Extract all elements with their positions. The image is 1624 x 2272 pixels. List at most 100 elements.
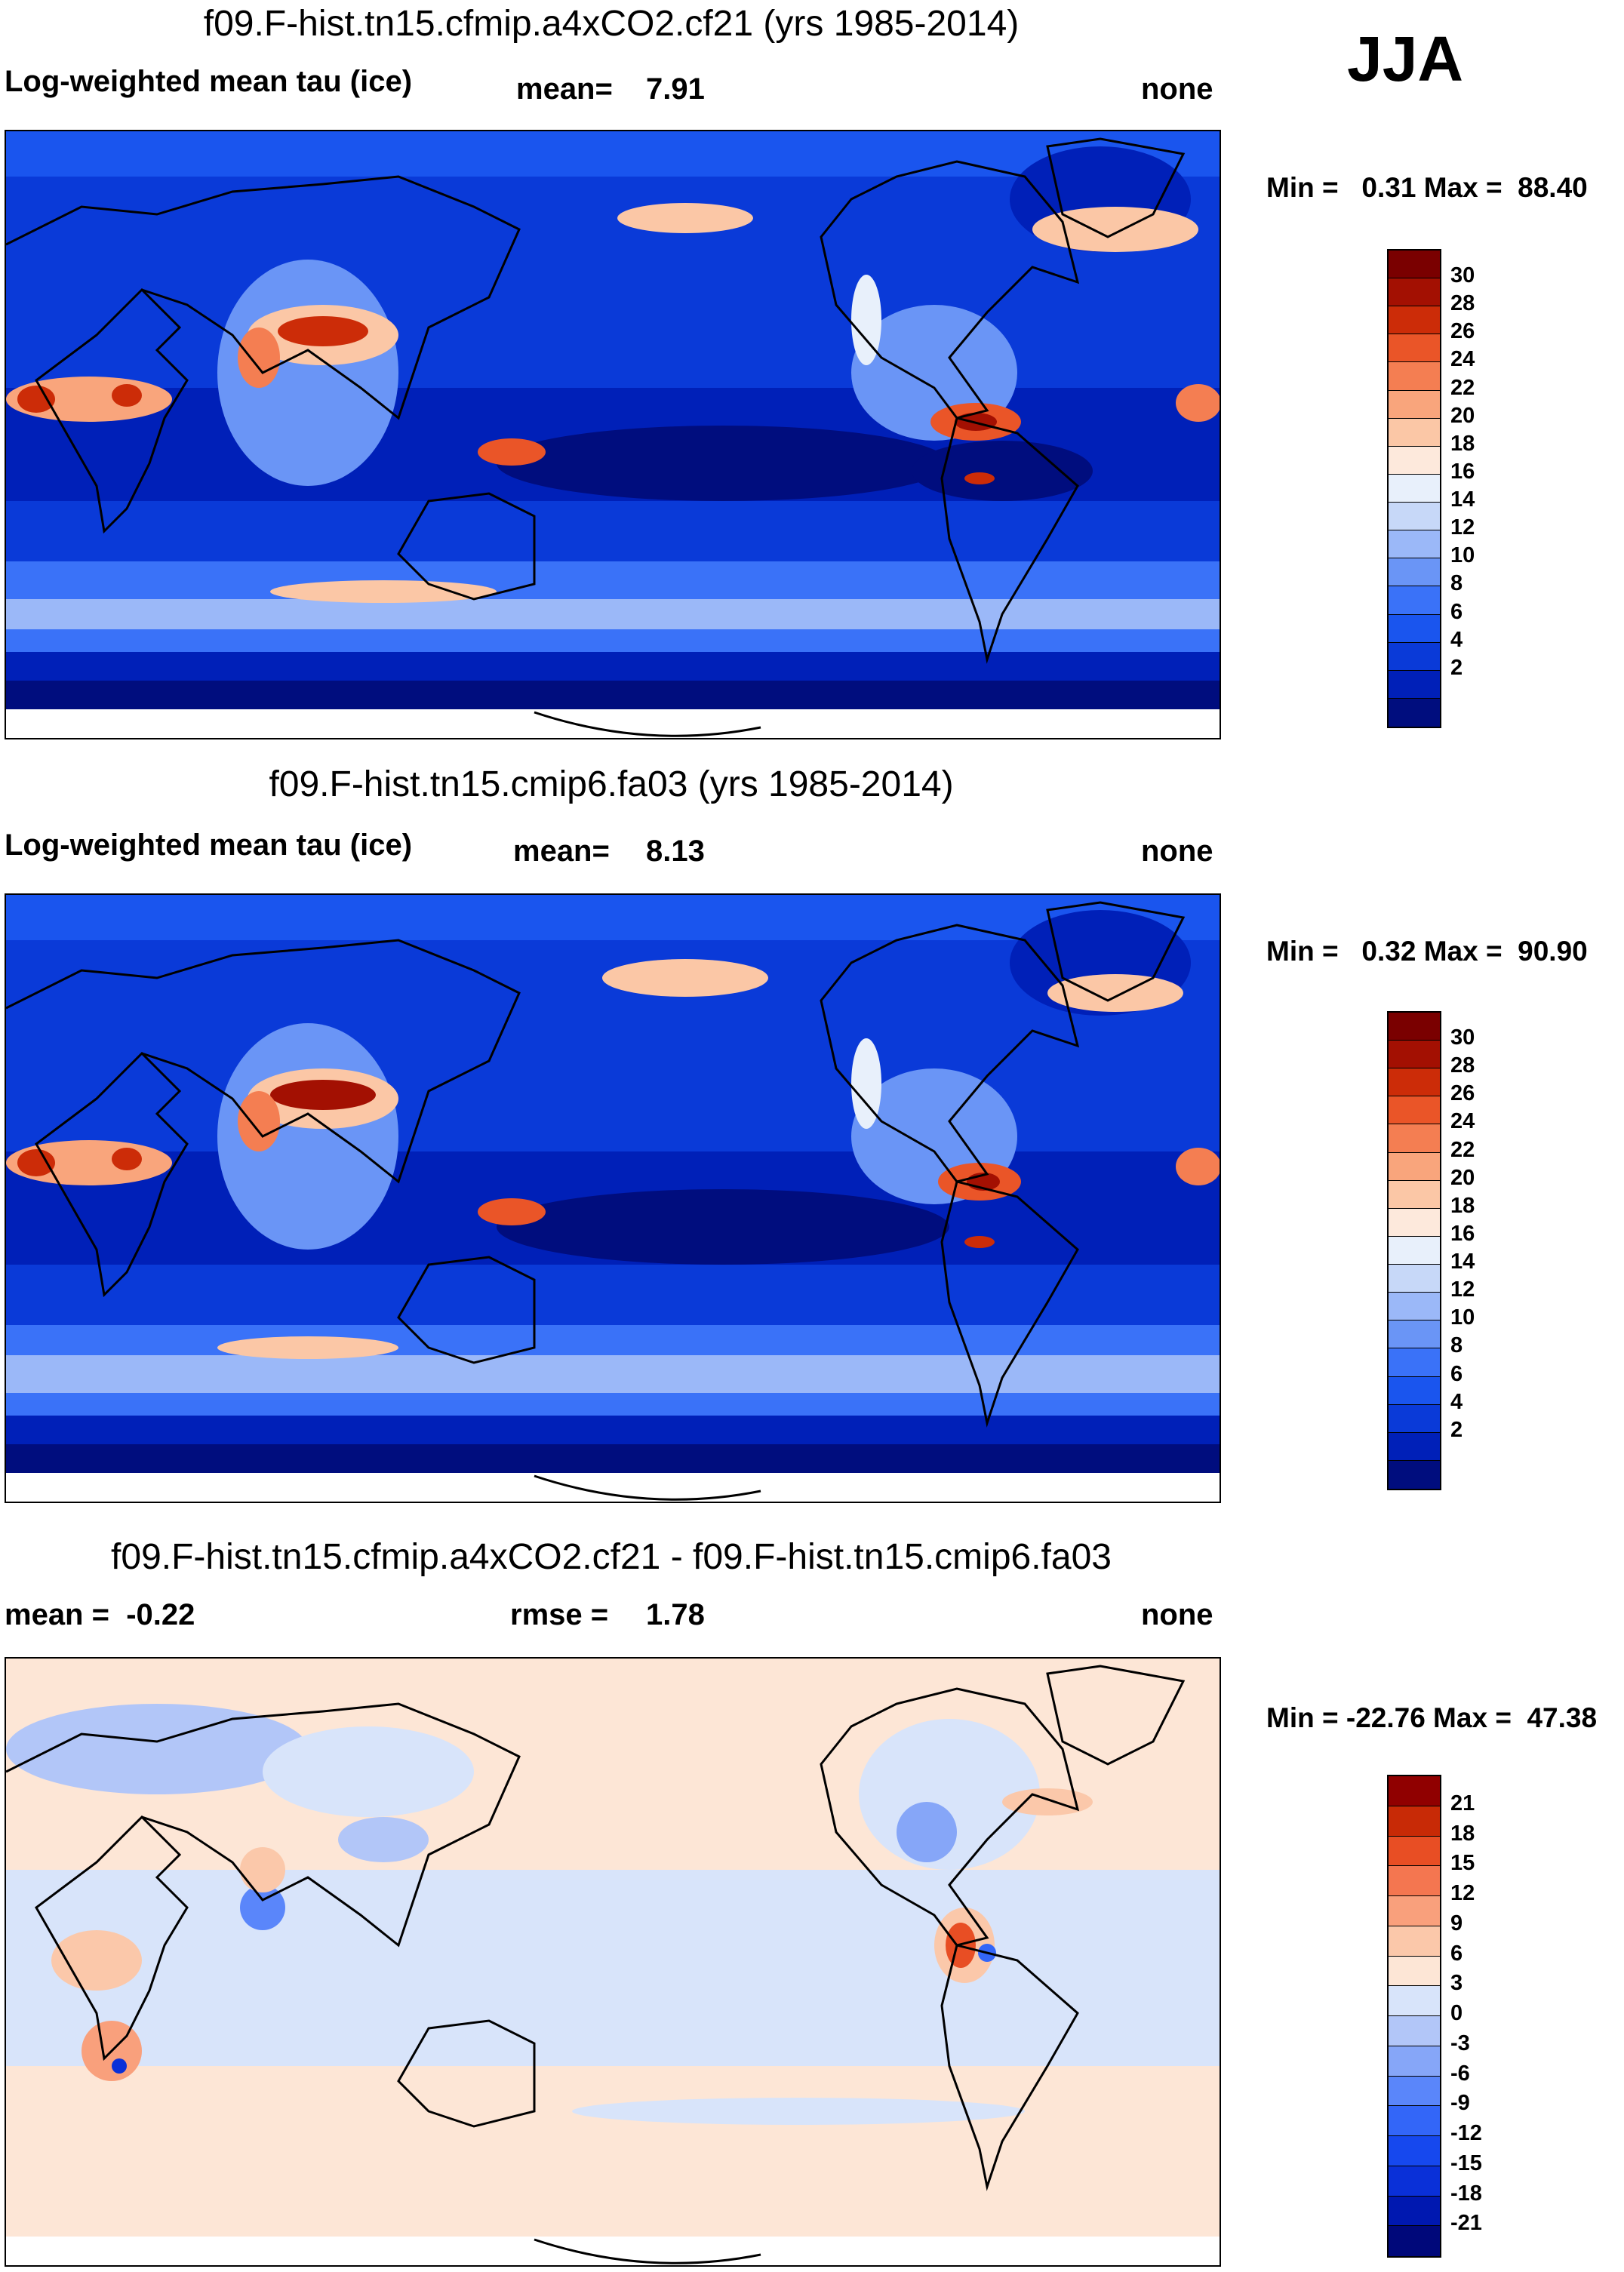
season-label: JJA — [1347, 23, 1464, 94]
panel1-colorbar-swatch — [1389, 390, 1440, 419]
panel3-colorbar-swatch — [1389, 1956, 1440, 1987]
colorbar-tick-label: 3 — [1450, 1971, 1463, 1996]
panel1-mean-value: 7.91 — [646, 72, 705, 106]
panel3-colorbar-swatch — [1389, 2016, 1440, 2046]
colorbar-tick-label: -18 — [1450, 2181, 1482, 2206]
panel2-colorbar-swatch — [1389, 1320, 1440, 1349]
colorbar-tick-label: 8 — [1450, 571, 1463, 596]
panel1-units-label: none — [1141, 72, 1213, 106]
panel3-rmse-value: 1.78 — [646, 1598, 705, 1631]
panel3-colorbar-swatch — [1389, 1776, 1440, 1806]
colorbar-tick-label: 30 — [1450, 263, 1475, 288]
colorbar-tick-label: 14 — [1450, 1250, 1475, 1274]
colorbar-tick-label: 28 — [1450, 291, 1475, 316]
panel1-colorbar-swatch — [1389, 306, 1440, 335]
panel2-mean-value: 8.13 — [646, 835, 705, 868]
panel1-min-max: Min = 0.31 Max = 88.40 — [1266, 172, 1588, 203]
panel2-colorbar-swatch — [1389, 1432, 1440, 1461]
colorbar-tick-label: 6 — [1450, 1361, 1463, 1386]
panel2-map — [5, 893, 1221, 1503]
panel2-colorbar-swatch — [1389, 1404, 1440, 1433]
panel3-colorbar-swatch — [1389, 1806, 1440, 1837]
colorbar-tick-label: -6 — [1450, 2061, 1470, 2086]
panel2-colorbar-swatch — [1389, 1041, 1440, 1069]
panel1-colorbar-swatch — [1389, 474, 1440, 503]
panel2-units-label: none — [1141, 835, 1213, 868]
panel3-units-label: none — [1141, 1598, 1213, 1631]
panel1-colorbar — [1387, 249, 1441, 728]
panel2-min-max: Min = 0.32 Max = 90.90 — [1266, 936, 1588, 967]
colorbar-tick-label: 16 — [1450, 459, 1475, 484]
colorbar-tick-label: 24 — [1450, 347, 1475, 372]
colorbar-tick-label: 6 — [1450, 1941, 1463, 1966]
colorbar-tick-label: 2 — [1450, 1417, 1463, 1442]
colorbar-tick-label: 10 — [1450, 1305, 1475, 1330]
panel2-title: f09.F-hist.tn15.cmip6.fa03 (yrs 1985-201… — [269, 764, 954, 804]
panel3-title: f09.F-hist.tn15.cfmip.a4xCO2.cf21 - f09.… — [111, 1537, 1112, 1577]
colorbar-tick-label: 12 — [1450, 515, 1475, 540]
panel1-colorbar-swatch — [1389, 586, 1440, 615]
colorbar-tick-label: 21 — [1450, 1791, 1475, 1815]
colorbar-tick-label: 20 — [1450, 1165, 1475, 1190]
panel2-colorbar-swatch — [1389, 1068, 1440, 1097]
panel3-min-max: Min = -22.76 Max = 47.38 — [1266, 1702, 1598, 1733]
panel3-map — [5, 1657, 1221, 2267]
panel1-colorbar-swatch — [1389, 446, 1440, 475]
colorbar-tick-label: 15 — [1450, 1851, 1475, 1876]
colorbar-tick-label: 16 — [1450, 1221, 1475, 1246]
panel3-colorbar-swatch — [1389, 2076, 1440, 2107]
colorbar-tick-label: 18 — [1450, 1821, 1475, 1846]
colorbar-tick-label: 28 — [1450, 1053, 1475, 1078]
panel1-colorbar-swatch — [1389, 362, 1440, 391]
panel3-colorbar-swatch — [1389, 1896, 1440, 1926]
panel1-colorbar-swatch — [1389, 334, 1440, 363]
panel2-colorbar-swatch — [1389, 1460, 1440, 1489]
panel2-colorbar-swatch — [1389, 1208, 1440, 1237]
panel1-colorbar-swatch — [1389, 503, 1440, 531]
colorbar-tick-label: 24 — [1450, 1109, 1475, 1134]
colorbar-tick-label: 26 — [1450, 319, 1475, 344]
panel3-colorbar-swatch — [1389, 2106, 1440, 2136]
colorbar-tick-label: 4 — [1450, 627, 1463, 652]
panel1-colorbar-swatch — [1389, 558, 1440, 587]
colorbar-tick-label: -15 — [1450, 2151, 1482, 2175]
panel2-colorbar-swatch — [1389, 1265, 1440, 1293]
panel2-colorbar-swatch — [1389, 1376, 1440, 1405]
colorbar-tick-label: 12 — [1450, 1277, 1475, 1302]
panel2-mean-label: mean= — [513, 835, 610, 868]
colorbar-tick-label: 14 — [1450, 487, 1475, 512]
panel3-colorbar-swatch — [1389, 2136, 1440, 2166]
panel2-colorbar-swatch — [1389, 1180, 1440, 1209]
panel1-title: f09.F-hist.tn15.cfmip.a4xCO2.cf21 (yrs 1… — [203, 4, 1020, 44]
panel3-colorbar-swatch — [1389, 1866, 1440, 1896]
panel2-colorbar-swatch — [1389, 1096, 1440, 1125]
panel3-rmse-label: rmse = — [510, 1598, 609, 1631]
colorbar-tick-label: 20 — [1450, 403, 1475, 428]
panel3-colorbar-swatch — [1389, 2196, 1440, 2227]
panel1-colorbar-swatch — [1389, 698, 1440, 727]
colorbar-tick-label: 8 — [1450, 1333, 1463, 1358]
panel3-colorbar-swatch — [1389, 1986, 1440, 2016]
colorbar-tick-label: -12 — [1450, 2121, 1482, 2145]
panel1-colorbar-swatch — [1389, 418, 1440, 447]
colorbar-tick-label: 30 — [1450, 1025, 1475, 1050]
panel1-map — [5, 130, 1221, 739]
panel3-colorbar-swatch — [1389, 1836, 1440, 1867]
panel1-colorbar-swatch — [1389, 614, 1440, 643]
panel3-colorbar-swatch — [1389, 2226, 1440, 2256]
panel2-colorbar-swatch — [1389, 1124, 1440, 1153]
panel2-variable-label: Log-weighted mean tau (ice) — [5, 829, 413, 862]
panel1-mean-label: mean= — [516, 72, 613, 106]
panel3-colorbar-swatch — [1389, 1926, 1440, 1957]
colorbar-tick-label: -3 — [1450, 2031, 1470, 2055]
colorbar-tick-label: 18 — [1450, 431, 1475, 456]
colorbar-tick-label: 22 — [1450, 375, 1475, 400]
panel2-colorbar-swatch — [1389, 1293, 1440, 1321]
colorbar-tick-label: -9 — [1450, 2091, 1470, 2116]
panel1-colorbar-swatch — [1389, 642, 1440, 671]
panel1-colorbar-swatch — [1389, 530, 1440, 559]
panel3-mean-label: mean = -0.22 — [5, 1598, 195, 1631]
panel2-colorbar-swatch — [1389, 1013, 1440, 1041]
panel3-colorbar-swatch — [1389, 2166, 1440, 2197]
panel3-colorbar — [1387, 1775, 1441, 2258]
